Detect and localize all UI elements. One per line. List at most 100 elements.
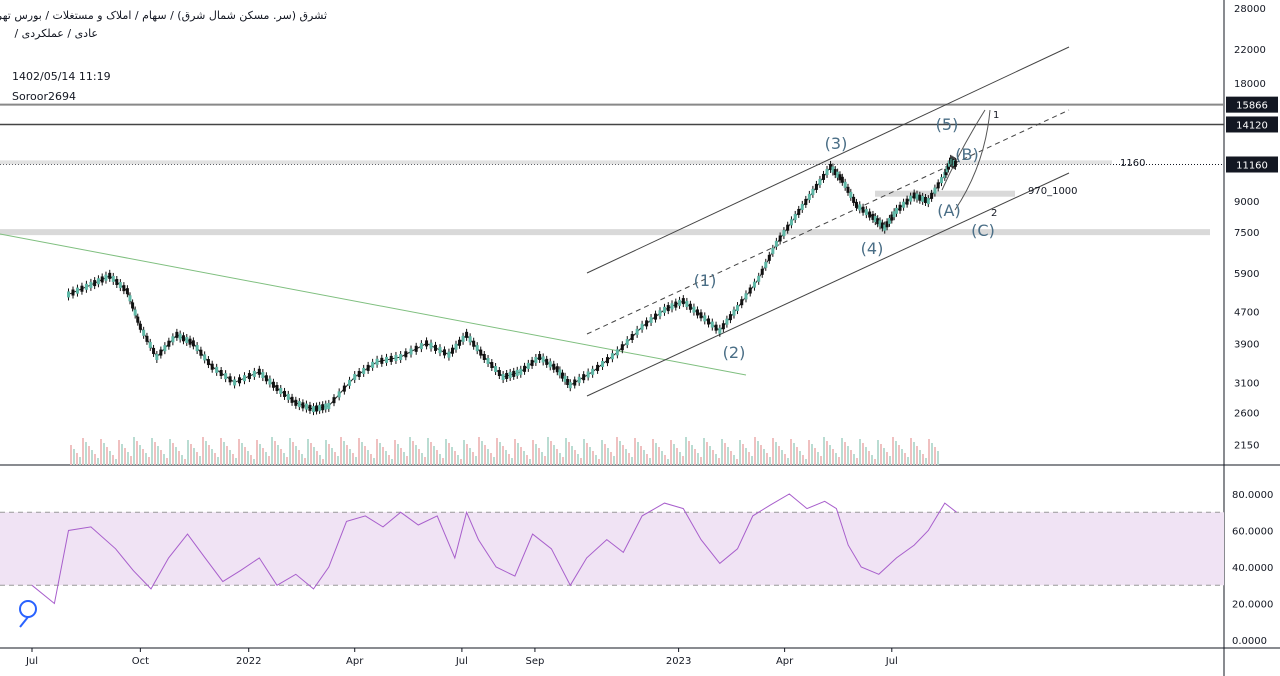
volume-bar <box>109 451 111 465</box>
price-tag-label: 11160 <box>1236 161 1268 172</box>
volume-bar <box>391 459 393 465</box>
volume-bar <box>718 458 720 465</box>
volume-bar <box>403 452 405 465</box>
volume-bar <box>214 453 216 465</box>
volume-bar <box>775 442 777 465</box>
candle <box>450 347 454 354</box>
candle <box>767 254 771 261</box>
candle <box>175 331 179 338</box>
wave-label: (3) <box>825 134 848 153</box>
volume-bar <box>925 458 927 465</box>
volume-bar <box>553 445 555 465</box>
volume-bar <box>706 442 708 465</box>
time-axis-label: Apr <box>776 656 794 667</box>
volume-bar <box>931 443 933 465</box>
candle <box>718 327 722 334</box>
volume-bar <box>811 444 813 465</box>
rsi-axis-label: 80.0000 <box>1232 490 1273 501</box>
volume-bar <box>742 444 744 465</box>
wave-label: (C) <box>971 221 995 240</box>
rsi-axis-label: 0.0000 <box>1232 636 1267 647</box>
volume-bar <box>499 442 501 465</box>
symbol-subtitle: عادی / عملکردی / <box>14 27 98 40</box>
candle <box>744 293 748 300</box>
volume-bar <box>529 459 531 465</box>
volume-bar <box>226 446 228 465</box>
volume-bar <box>445 439 447 465</box>
volume-bar <box>598 459 600 465</box>
candle <box>596 364 600 371</box>
candle <box>605 357 609 364</box>
candle <box>577 376 581 383</box>
candle <box>324 403 328 410</box>
volume-bar <box>202 437 204 465</box>
volume-bar <box>70 445 72 465</box>
price-axis-label: 3900 <box>1234 339 1259 350</box>
volume-bar <box>361 442 363 465</box>
candle <box>327 402 331 409</box>
volume-bar <box>280 449 282 465</box>
candle <box>560 372 564 379</box>
volume-bar <box>115 459 117 465</box>
volume-bar <box>805 459 807 465</box>
candle <box>880 222 884 229</box>
candle <box>800 203 804 210</box>
candle <box>357 370 361 377</box>
candle <box>728 314 732 321</box>
volume-bar <box>715 454 717 465</box>
candle <box>375 358 379 365</box>
volume-bar <box>91 450 93 465</box>
candle <box>523 365 527 372</box>
volume-bar <box>865 447 867 465</box>
candle <box>789 219 793 226</box>
candle <box>688 303 692 310</box>
candle <box>224 373 228 380</box>
volume-bar <box>220 438 222 465</box>
candle <box>566 379 570 386</box>
volume-bar <box>757 441 759 465</box>
candle <box>876 218 880 225</box>
volume-bar <box>397 444 399 465</box>
volume-bar <box>688 441 690 465</box>
price-tag-label: 14120 <box>1236 120 1268 131</box>
volume-bar <box>247 451 249 465</box>
candle <box>915 193 919 200</box>
volume-bar <box>700 457 702 465</box>
volume-bar <box>286 457 288 465</box>
candle <box>804 198 808 205</box>
volume-bar <box>94 454 96 465</box>
volume-bar <box>898 445 900 465</box>
support-zone <box>0 229 1210 236</box>
volume-bar <box>727 447 729 465</box>
candle <box>163 345 167 352</box>
volume-bar <box>511 458 513 465</box>
candle <box>167 340 171 347</box>
candle <box>434 344 438 351</box>
candle <box>519 368 523 375</box>
volume-bar <box>352 453 354 465</box>
candle <box>620 344 624 351</box>
candle <box>96 278 100 285</box>
candle <box>645 320 649 327</box>
candle <box>290 396 294 403</box>
volume-bar <box>301 454 303 465</box>
volume-bar <box>502 446 504 465</box>
volume-bar <box>187 440 189 465</box>
snapshot-timestamp: 1402/05/14 11:19 <box>12 70 111 83</box>
candle <box>923 196 927 203</box>
price-axis-label: 28000 <box>1234 4 1266 15</box>
volume-bar <box>478 437 480 465</box>
candle <box>515 369 519 376</box>
candle <box>419 343 423 350</box>
candle <box>501 374 505 381</box>
volume-bar <box>388 455 390 465</box>
volume-bar <box>382 447 384 465</box>
candle <box>159 349 163 356</box>
volume-bar <box>319 455 321 465</box>
candle <box>707 318 711 325</box>
candle <box>233 379 237 386</box>
volume-bar <box>592 451 594 465</box>
candle <box>892 211 896 218</box>
candle <box>681 298 685 305</box>
